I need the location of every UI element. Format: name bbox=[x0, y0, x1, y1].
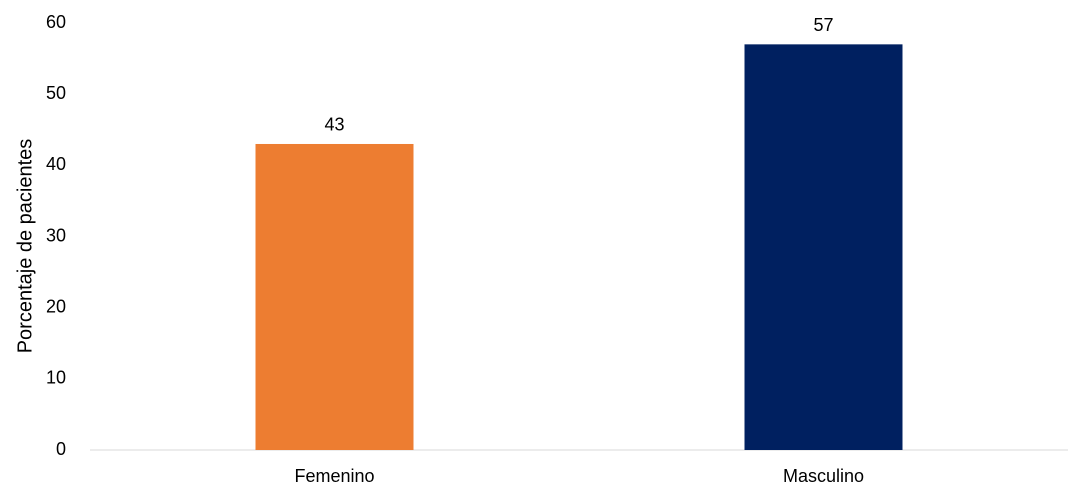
x-axis-ticks: Femenino Masculino bbox=[294, 466, 864, 486]
data-labels: 43 57 bbox=[324, 15, 833, 135]
y-axis-title-group: Porcentaje de pacientes bbox=[14, 139, 36, 354]
x-tick-label-femenino: Femenino bbox=[294, 466, 374, 486]
data-label-femenino: 43 bbox=[324, 115, 344, 135]
y-tick-label: 60 bbox=[46, 12, 66, 32]
y-axis-ticks: 0 10 20 30 40 50 60 bbox=[46, 12, 66, 459]
bar-femenino bbox=[255, 143, 414, 450]
bar-masculino bbox=[744, 44, 903, 450]
y-tick-label: 30 bbox=[46, 225, 66, 245]
y-tick-label: 50 bbox=[46, 83, 66, 103]
y-tick-label: 10 bbox=[46, 368, 66, 388]
y-axis-title: Porcentaje de pacientes bbox=[14, 139, 36, 354]
y-tick-label: 40 bbox=[46, 154, 66, 174]
y-tick-label: 0 bbox=[56, 439, 66, 459]
x-tick-label-masculino: Masculino bbox=[783, 466, 864, 486]
bars bbox=[255, 44, 903, 450]
y-tick-label: 20 bbox=[46, 296, 66, 316]
data-label-masculino: 57 bbox=[813, 15, 833, 35]
